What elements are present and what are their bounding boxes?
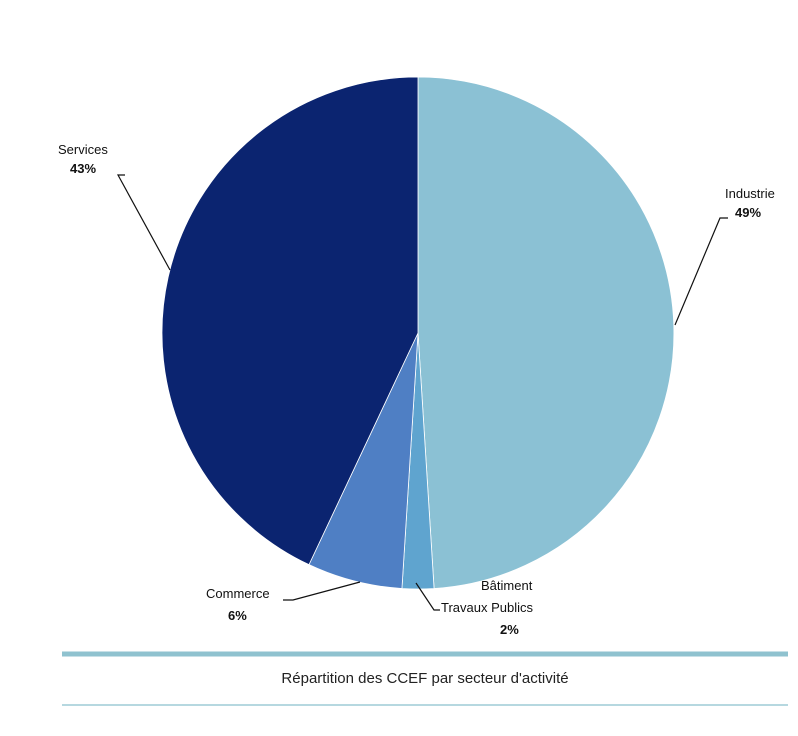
leader-line-industrie xyxy=(674,217,728,326)
label-industrie-value: 49% xyxy=(735,205,761,220)
label-industrie-name: Industrie xyxy=(725,186,775,201)
chart-caption: Répartition des CCEF par secteur d'activ… xyxy=(281,670,568,687)
leader-line-services xyxy=(116,174,171,271)
leader-line-commerce xyxy=(283,581,361,601)
label-services-value: 43% xyxy=(70,161,96,176)
leader-line-btp xyxy=(415,582,440,611)
label-btp-line1: Bâtiment xyxy=(481,578,533,593)
label-services-name: Services xyxy=(58,142,108,157)
label-commerce-name: Commerce xyxy=(206,586,270,601)
label-industrie: Industrie 49% xyxy=(725,186,775,220)
label-btp-line2: Travaux Publics xyxy=(441,600,533,615)
label-btp: Bâtiment Travaux Publics 2% xyxy=(441,578,533,637)
pie-slices xyxy=(161,76,675,590)
pie-slice-services xyxy=(161,76,419,566)
label-commerce-value: 6% xyxy=(228,608,247,623)
label-services: Services 43% xyxy=(58,142,108,176)
label-commerce: Commerce 6% xyxy=(206,586,270,623)
pie-slice-industrie xyxy=(417,76,675,589)
label-btp-value: 2% xyxy=(500,622,519,637)
